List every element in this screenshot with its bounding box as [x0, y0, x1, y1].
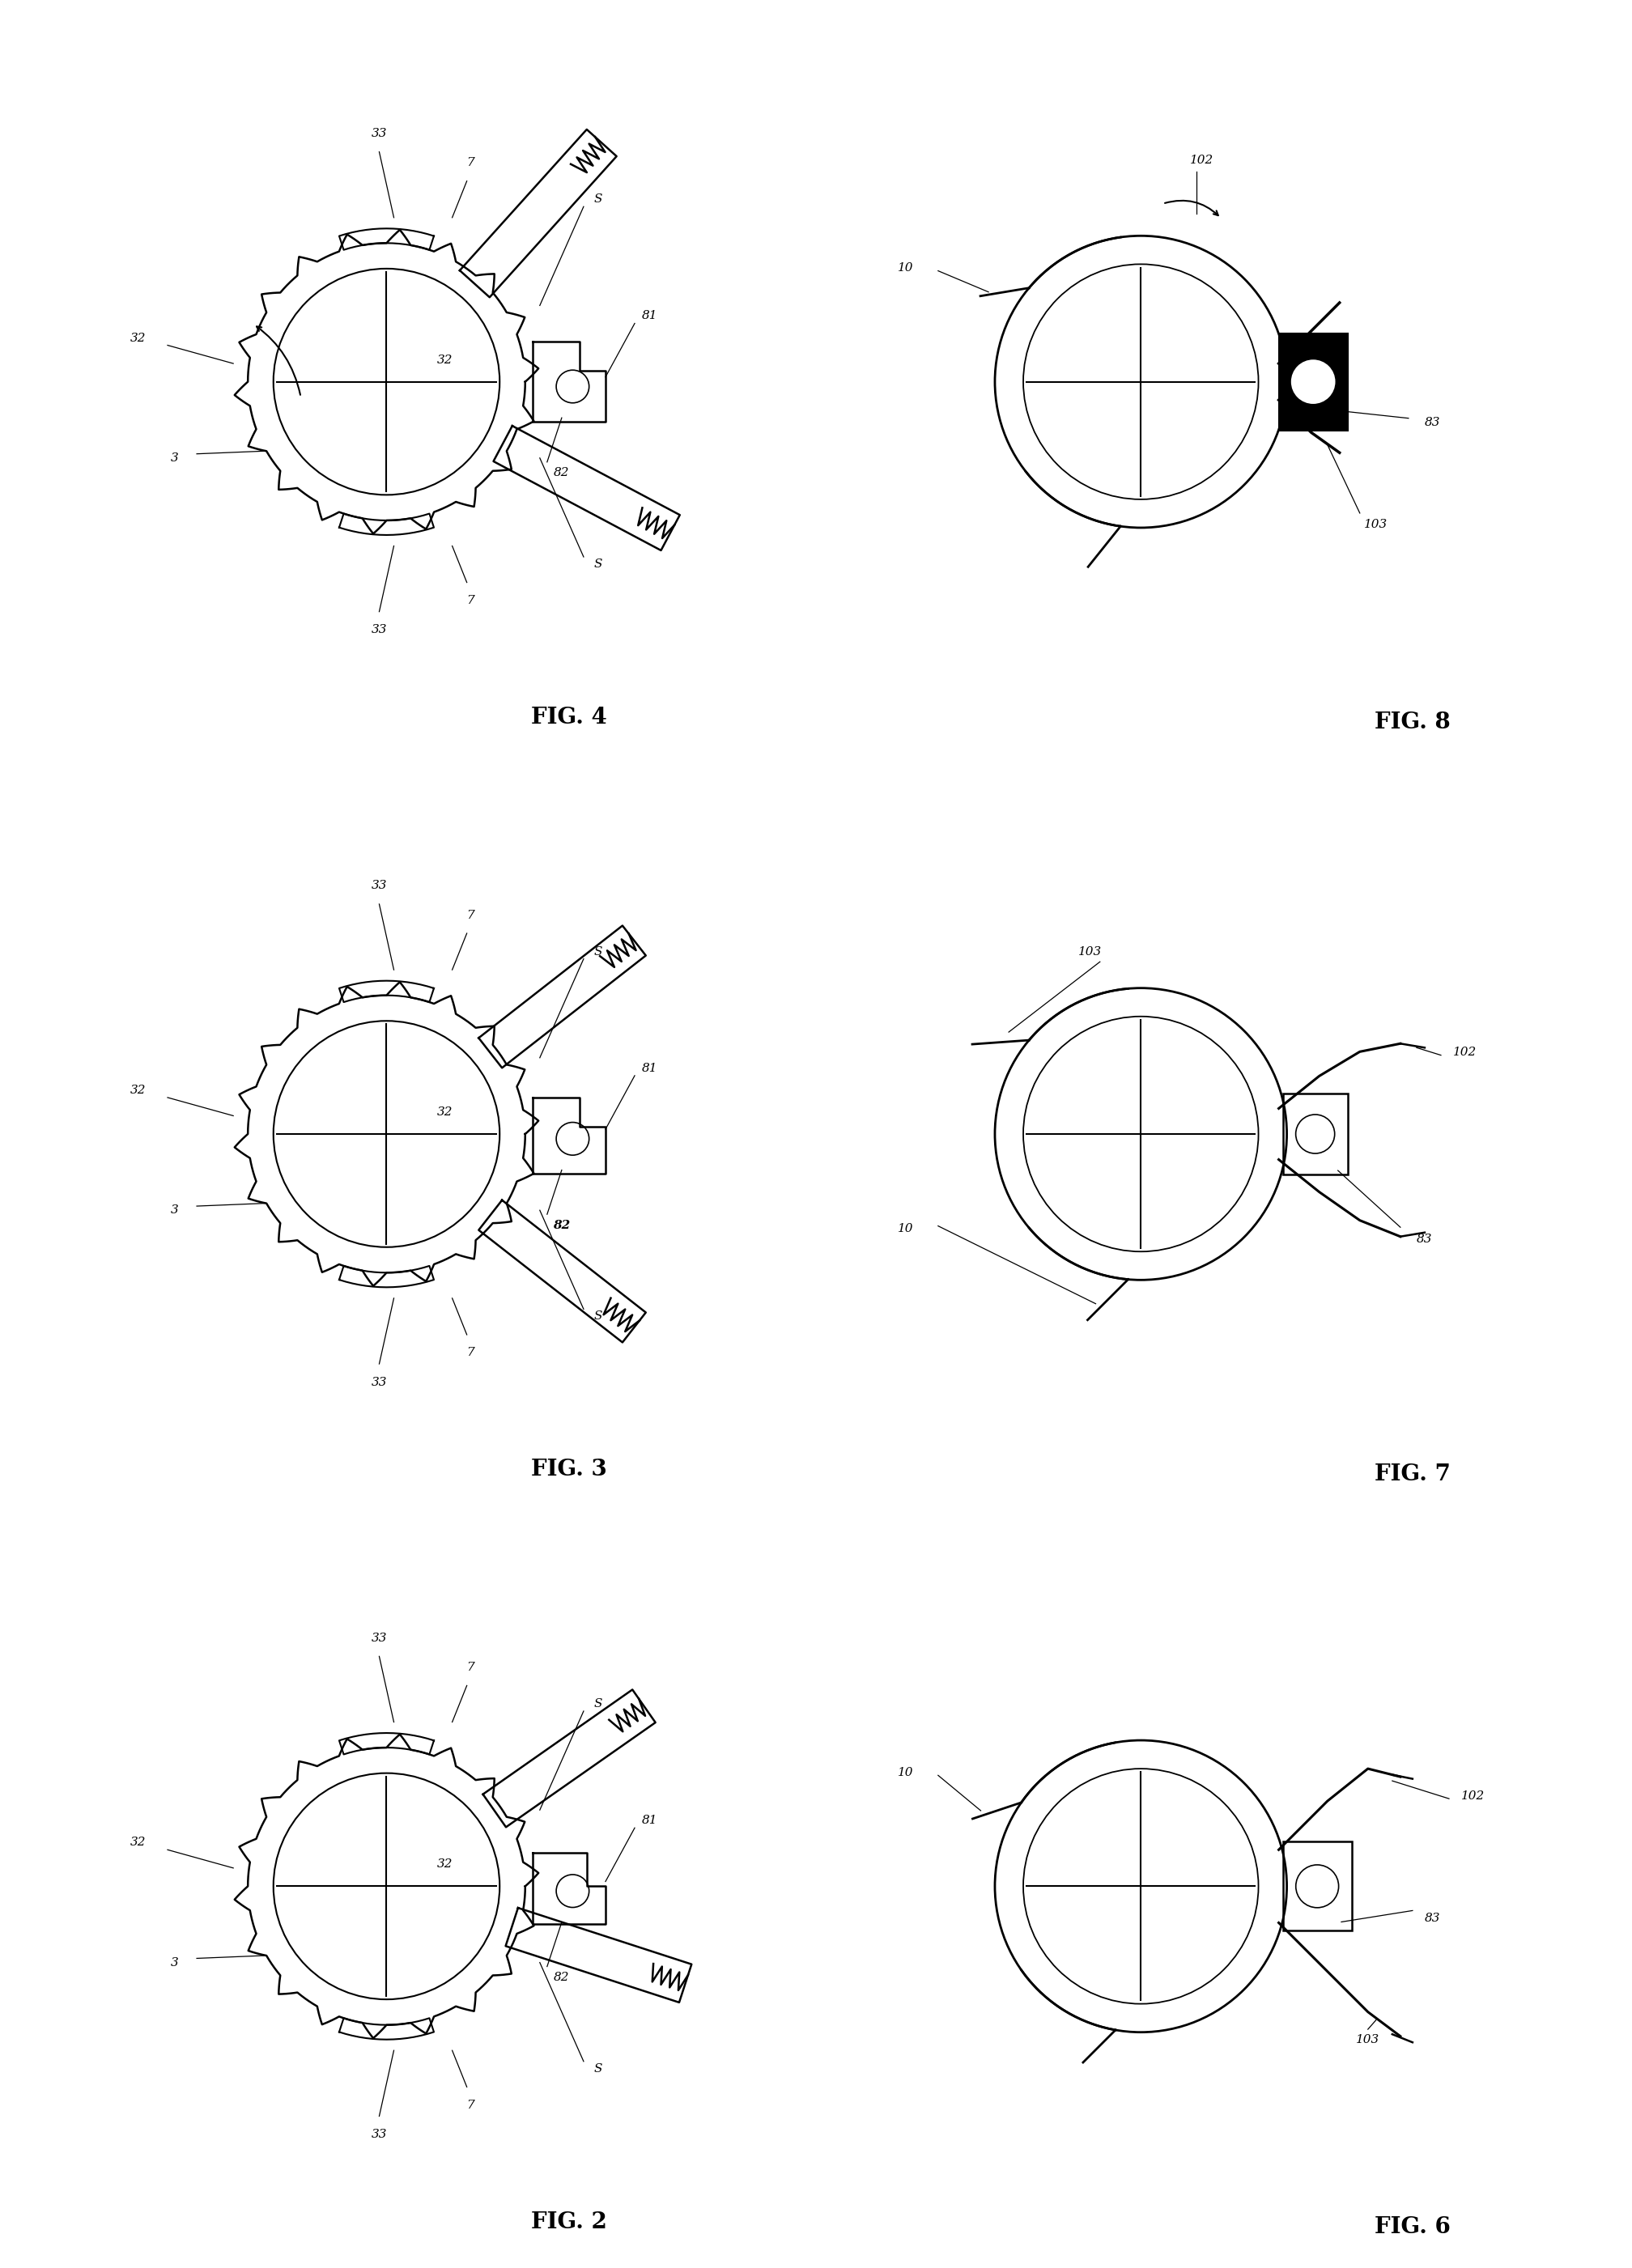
Text: 33: 33: [372, 1633, 387, 1644]
Circle shape: [1293, 361, 1335, 404]
Text: S: S: [594, 946, 602, 957]
Bar: [1283, 1842, 1351, 1930]
Text: FIG. 4: FIG. 4: [530, 708, 607, 728]
Text: 3: 3: [171, 451, 180, 463]
Text: S: S: [594, 2064, 602, 2075]
Text: FIG. 3: FIG. 3: [530, 1458, 607, 1481]
Text: 33: 33: [372, 624, 387, 635]
Text: 102: 102: [1462, 1789, 1485, 1801]
Text: S: S: [594, 1311, 602, 1322]
Text: 32: 32: [437, 1860, 452, 1871]
Text: FIG. 7: FIG. 7: [1374, 1463, 1451, 1486]
Text: 7: 7: [467, 2100, 475, 2112]
Text: 103: 103: [1077, 946, 1102, 957]
Text: 83: 83: [1425, 1912, 1441, 1923]
Text: 33: 33: [372, 880, 387, 891]
Text: 32: 32: [437, 1107, 452, 1118]
Text: 102: 102: [1454, 1046, 1477, 1057]
Text: 32: 32: [131, 1084, 147, 1095]
Text: 10: 10: [898, 263, 914, 274]
Text: 83: 83: [1417, 1234, 1433, 1245]
Bar: [1283, 1093, 1348, 1175]
Text: S: S: [594, 1699, 602, 1710]
Text: FIG. 6: FIG. 6: [1374, 2216, 1451, 2239]
Text: 32: 32: [131, 1837, 147, 1848]
Text: 10: 10: [898, 1767, 914, 1778]
Text: 7: 7: [467, 909, 475, 921]
Text: 81: 81: [641, 1814, 658, 1826]
Text: S: S: [594, 193, 602, 204]
Text: 83: 83: [1425, 417, 1441, 429]
Text: FIG. 8: FIG. 8: [1374, 712, 1451, 733]
Text: FIG. 2: FIG. 2: [530, 2211, 607, 2234]
Text: 81: 81: [641, 1064, 658, 1075]
Text: 82: 82: [553, 1220, 570, 1232]
Text: 33: 33: [372, 1377, 387, 1388]
Text: 32: 32: [131, 333, 147, 345]
Text: 33: 33: [372, 127, 387, 138]
Text: 7: 7: [467, 1347, 475, 1359]
Text: 7: 7: [467, 1662, 475, 1674]
Text: 10: 10: [898, 1222, 914, 1234]
Text: 82: 82: [553, 1971, 570, 1982]
Text: 3: 3: [171, 1957, 180, 1969]
Text: 3: 3: [171, 1204, 180, 1216]
Text: 7: 7: [467, 156, 475, 168]
Text: 81: 81: [641, 311, 658, 322]
Text: 33: 33: [372, 2130, 387, 2141]
Text: 82: 82: [553, 467, 570, 479]
Bar: [1279, 333, 1348, 431]
Text: 32: 32: [437, 354, 452, 365]
Text: S: S: [594, 558, 602, 569]
Text: 7: 7: [467, 594, 475, 606]
Text: 103: 103: [1364, 519, 1387, 531]
Text: 102: 102: [1190, 154, 1214, 166]
Text: 103: 103: [1356, 2034, 1379, 2046]
